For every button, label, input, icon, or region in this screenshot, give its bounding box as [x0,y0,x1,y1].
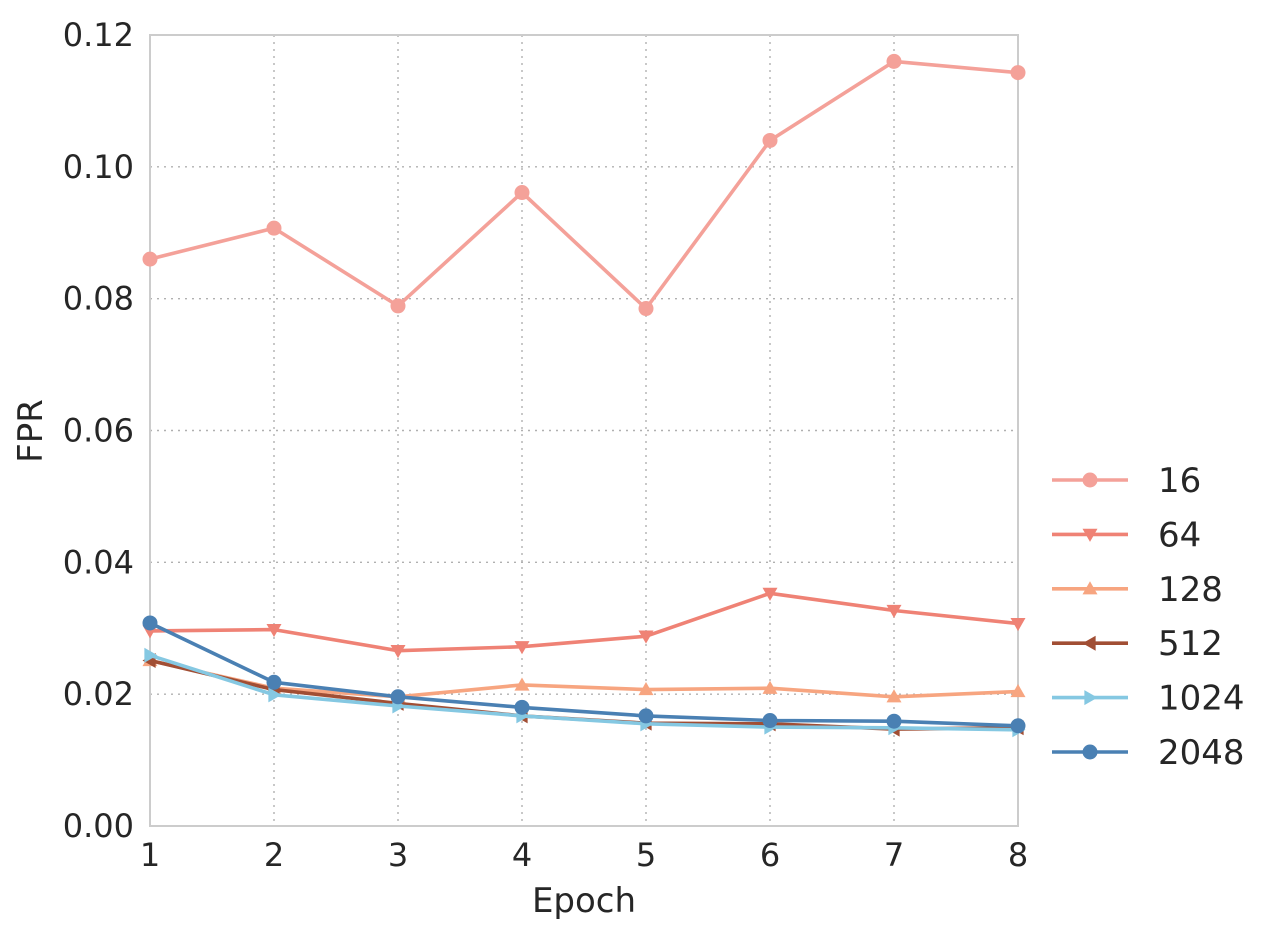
data-point-1024 [268,687,282,703]
data-point-2048 [514,699,530,715]
y-tick-label: 0.00 [63,807,134,845]
series-lines [142,53,1026,738]
series-line-2048 [148,621,1020,728]
data-point-2048 [638,708,654,724]
x-tick-label: 3 [388,836,408,874]
x-tick-label: 7 [884,836,904,874]
y-tick-label: 0.06 [63,412,134,450]
data-point-128 [638,682,654,696]
legend-swatch-marker [1082,635,1096,651]
y-tick-label: 0.08 [63,280,134,318]
data-point-64 [514,641,530,655]
series-16 [142,53,1026,317]
data-point-64 [886,604,902,618]
data-point-64 [266,623,282,638]
y-tick-labels: 0.00 0.02 0.04 0.06 0.08 0.10 0.12 [63,16,134,845]
y-tick-label: 0.02 [63,675,134,713]
data-point-16 [762,132,778,148]
legend-item-1024: 1024 [1052,679,1245,719]
x-tick-label: 1 [140,836,160,874]
data-point-16 [142,251,158,267]
legend-item-2048: 2048 [1052,733,1245,773]
data-point-64 [1010,618,1026,632]
legend-label: 2048 [1158,733,1245,773]
x-tick-label: 8 [1008,836,1028,874]
y-tick-label: 0.10 [63,148,134,186]
legend-item-64: 64 [1052,515,1201,555]
legend-swatch-marker [1082,581,1098,595]
x-tick-label: 5 [636,836,656,874]
data-point-128 [514,677,530,691]
series-line-16 [148,59,1020,311]
y-tick-label: 0.12 [63,16,134,54]
legend-item-16: 16 [1052,461,1201,501]
data-point-16 [638,301,654,317]
data-point-2048 [142,615,158,631]
data-point-16 [514,185,530,201]
data-point-2048 [762,713,778,729]
data-point-16 [266,220,282,236]
x-axis-title: Epoch [532,881,636,921]
data-point-64 [638,630,654,644]
plot-frame [149,34,1019,827]
x-tick-label: 2 [264,836,284,874]
legend-swatch-marker [1082,744,1098,760]
data-point-16 [1010,65,1026,81]
data-point-2048 [266,674,282,690]
data-point-64 [390,645,406,659]
legend: 16 64 128 512 1024 2048 [1052,461,1245,773]
legend-item-512: 512 [1052,624,1223,664]
data-point-128 [1010,684,1026,698]
data-point-2048 [886,713,902,729]
y-tick-label: 0.04 [63,543,134,581]
series-line-1024 [148,653,1020,732]
series-2048 [142,615,1026,734]
legend-label: 512 [1158,624,1223,664]
data-point-128 [762,680,778,694]
legend-swatch-marker [1084,690,1098,706]
data-point-64 [762,587,778,601]
legend-swatch-marker [1082,472,1098,488]
data-point-2048 [390,689,406,705]
series-64 [142,587,1026,659]
legend-swatch-marker [1082,528,1098,542]
data-point-128 [886,689,902,703]
data-point-16 [886,53,902,69]
legend-label: 64 [1158,515,1201,555]
data-point-16 [390,298,406,314]
series-line-128 [148,658,1020,699]
x-tick-labels: 1 2 3 4 5 6 7 8 [140,836,1028,874]
data-point-1024 [144,647,158,663]
grid-lines [150,35,1018,826]
x-tick-label: 4 [512,836,532,874]
legend-label: 1024 [1158,679,1245,719]
data-point-2048 [1010,718,1026,734]
legend-item-128: 128 [1052,570,1223,610]
x-tick-label: 6 [760,836,780,874]
legend-label: 16 [1158,461,1201,501]
y-axis-title: FPR [11,399,51,463]
legend-label: 128 [1158,570,1223,610]
series-line-64 [148,591,1020,653]
